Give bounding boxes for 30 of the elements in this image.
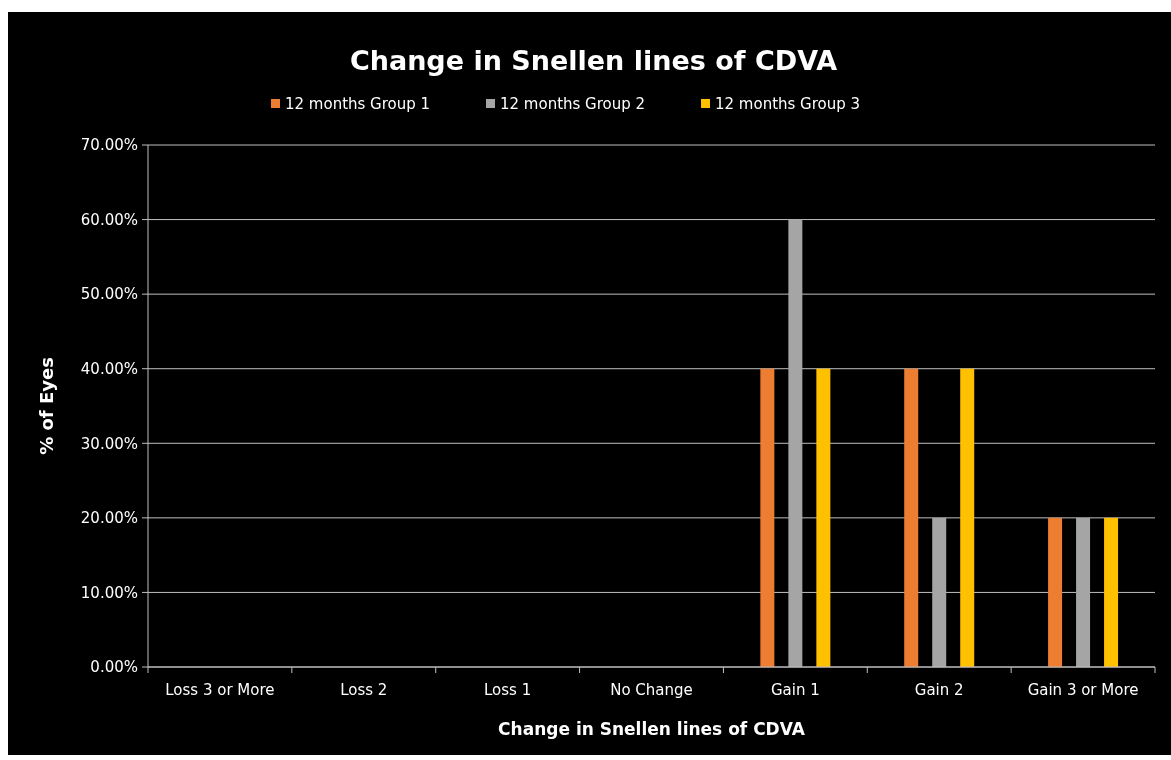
- x-axis-title: Change in Snellen lines of CDVA: [498, 719, 806, 739]
- bar: [904, 368, 919, 667]
- x-tick-label: Loss 2: [340, 681, 388, 699]
- x-tick-label: Gain 1: [770, 681, 820, 699]
- y-tick-label: 20.00%: [80, 509, 138, 528]
- y-tick-label: 40.00%: [80, 359, 138, 378]
- bar: [760, 368, 775, 667]
- y-tick-label: 70.00%: [80, 136, 138, 155]
- legend-label: 12 months Group 3: [715, 95, 861, 114]
- bar: [788, 219, 803, 667]
- x-tick-label: Gain 2: [914, 681, 964, 699]
- x-tick-label: No Change: [610, 681, 693, 699]
- legend-label: 12 months Group 2: [500, 95, 646, 114]
- chart-title: Change in Snellen lines of CDVA: [349, 45, 838, 76]
- bar: [1076, 517, 1091, 667]
- y-tick-label: 50.00%: [80, 285, 138, 304]
- x-tick-label: Loss 1: [484, 681, 532, 699]
- bar: [932, 517, 947, 667]
- y-tick-label: 0.00%: [90, 658, 138, 677]
- y-tick-label: 60.00%: [80, 210, 138, 229]
- y-tick-label: 30.00%: [80, 434, 138, 453]
- legend-label: 12 months Group 1: [285, 95, 431, 114]
- x-tick-label: Gain 3 or More: [1027, 681, 1139, 699]
- y-tick-label: 10.00%: [80, 583, 138, 602]
- bar: [816, 368, 831, 667]
- bar: [960, 368, 975, 667]
- bar: [1104, 517, 1119, 667]
- bar: [1048, 517, 1063, 667]
- x-tick-label: Loss 3 or More: [165, 681, 275, 699]
- y-axis-title: % of Eyes: [36, 357, 57, 455]
